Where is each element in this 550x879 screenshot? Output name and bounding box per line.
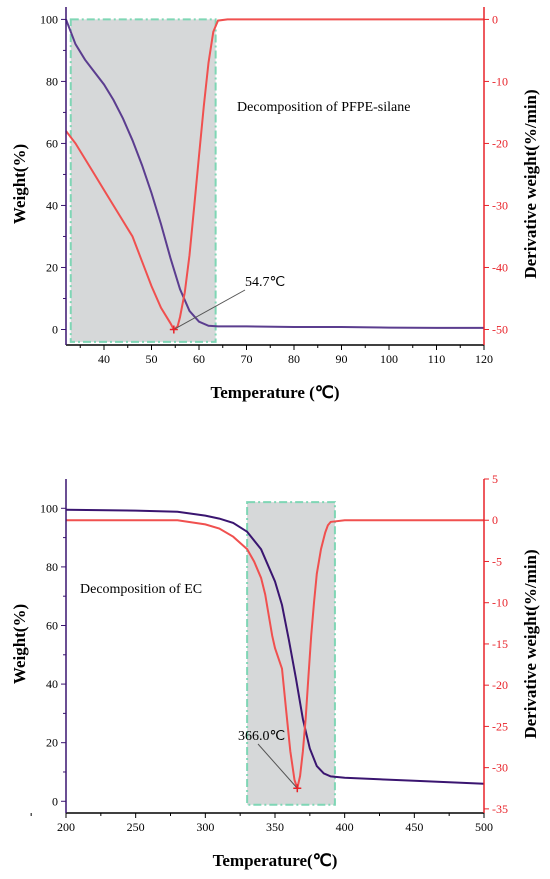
y-tick-label: 100 — [40, 501, 58, 515]
y-axis-title: Weight(%) — [10, 604, 29, 684]
x-tick-label: 120 — [475, 352, 493, 366]
y-tick-label: 80 — [46, 560, 58, 574]
chart-bottom: 200 250 300 350 400 450 500 0 20 40 60 80 100 5 0 -5 -10… — [10, 472, 540, 870]
x-tick-label: 400 — [336, 820, 354, 834]
weight-line — [65, 19, 484, 329]
plot-area: 200 250 300 350 400 450 500 0 20 40 60 80 100 5 0 -5 -10… — [30, 472, 508, 834]
y2-tick-label: -5 — [492, 554, 502, 568]
x-tick-label: 300 — [196, 820, 214, 834]
y2-tick-label: -30 — [492, 761, 508, 775]
x-tick-label: 60 — [193, 352, 205, 366]
x-axis-title: Temperature(℃) — [213, 851, 338, 870]
x-tick-label: 250 — [127, 820, 145, 834]
annotation-text: Decomposition of EC — [80, 582, 202, 597]
decomposition-region — [69, 18, 217, 343]
y-tick-label: 20 — [46, 260, 58, 274]
y2-tick-label: -40 — [492, 260, 508, 274]
y-tick-label: 60 — [46, 136, 58, 150]
y-tick-label: 40 — [46, 198, 58, 212]
peak-leader-line — [257, 743, 298, 789]
peak-label: 54.7℃ — [245, 275, 285, 290]
peak-marker — [169, 325, 178, 334]
y-tick-label: 0 — [52, 322, 58, 336]
y-tick-label: 100 — [40, 12, 58, 26]
y2-tick-label: -15 — [492, 637, 508, 651]
x-tick-label: 90 — [336, 352, 348, 366]
y2-tick-label: -35 — [492, 802, 508, 816]
y2-tick-label: -50 — [492, 322, 508, 336]
annotation-text: Decomposition of PFPE-silane — [237, 100, 410, 115]
peak-leader-line — [173, 289, 246, 330]
x-tick-label: 500 — [475, 820, 493, 834]
y-tick-label: 80 — [46, 74, 58, 88]
x-tick-label: 110 — [428, 352, 446, 366]
y2-tick-label: -30 — [492, 198, 508, 212]
x-tick-label: 200 — [57, 820, 75, 834]
y-tick-label: 60 — [46, 618, 58, 632]
y2-tick-label: 5 — [492, 472, 498, 486]
x-tick-label: 40 — [98, 352, 110, 366]
derivative-weight-line — [65, 18, 484, 332]
chart-top: 40 50 60 70 80 90 100 110 120 0 20 40 60 80 100 0 -10 -20… — [10, 7, 540, 402]
x-tick-label: 50 — [146, 352, 158, 366]
y2-axis-title: Derivative weight(%/min) — [521, 549, 540, 738]
x-tick-label: 70 — [241, 352, 253, 366]
y2-axis-title: Derivative weight(%/min) — [521, 89, 540, 278]
peak-marker — [293, 784, 302, 793]
y2-tick-label: -10 — [492, 74, 508, 88]
y2-tick-label: -25 — [492, 719, 508, 733]
y2-tick-label: -20 — [492, 678, 508, 692]
y2-tick-label: 0 — [492, 12, 498, 26]
y-tick-label: 40 — [46, 677, 58, 691]
peak-label: 366.0℃ — [238, 729, 285, 744]
x-tick-label: 100 — [380, 352, 398, 366]
weight-line — [65, 508, 485, 785]
x-axis-title: Temperature (℃) — [210, 383, 339, 402]
y2-tick-label: -20 — [492, 136, 508, 150]
derivative-weight-line — [66, 519, 484, 792]
x-tick-label: 450 — [405, 820, 423, 834]
y-tick-label: 20 — [46, 736, 58, 750]
y-tick-label: 0 — [52, 794, 58, 808]
y2-tick-label: -10 — [492, 596, 508, 610]
y-axis-title: Weight(%) — [10, 144, 29, 224]
x-tick-label: 350 — [266, 820, 284, 834]
x-tick-label: 80 — [288, 352, 300, 366]
plot-area: 40 50 60 70 80 90 100 110 120 0 20 40 60 80 100 0 -10 -20… — [40, 7, 508, 366]
y2-tick-label: 0 — [492, 513, 498, 527]
